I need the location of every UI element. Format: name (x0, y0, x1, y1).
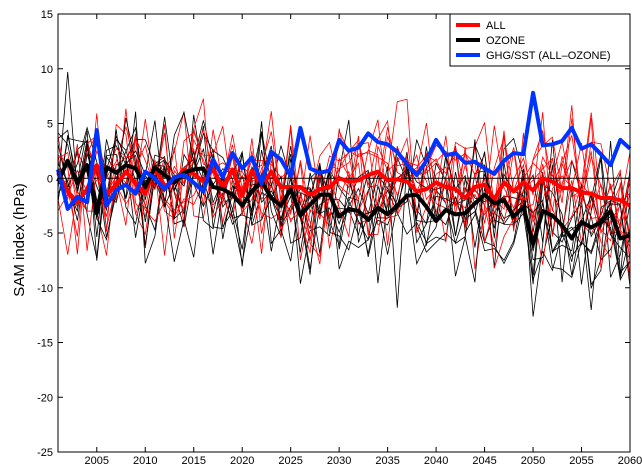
x-tick-label: 2055 (569, 455, 593, 466)
legend-label: ALL (486, 20, 506, 32)
member-line-all-10 (57, 111, 631, 265)
y-tick-label: 5 (47, 119, 53, 131)
member-line-all-1 (57, 111, 631, 256)
member-line-ozone-10 (57, 117, 631, 281)
x-tick-label: 2035 (375, 455, 399, 466)
x-tick-label: 2005 (85, 455, 109, 466)
x-tick-label: 2030 (327, 455, 351, 466)
x-tick-label: 2010 (133, 455, 157, 466)
series-line-2 (56, 90, 632, 211)
y-tick-label: 0 (47, 173, 53, 185)
ticks: 2005 2010 2015 2020 2025 2030 2035 2040 2045 2050… (37, 9, 642, 466)
y-tick-label: 10 (41, 64, 53, 76)
legend: ALL OZONE GHG/SST (ALL–OZONE) (449, 13, 631, 67)
y-tick-label: 15 (41, 9, 53, 21)
x-tick-label: 2040 (424, 455, 448, 466)
y-axis-label: SAM index (hPa) (11, 183, 28, 296)
x-tick-label: 2015 (181, 455, 205, 466)
series-line-1 (56, 158, 631, 246)
x-tick-label: 2045 (472, 455, 496, 466)
member-line-all-9 (57, 117, 631, 269)
legend-label: OZONE (486, 35, 525, 47)
y-tick-label: -25 (37, 447, 53, 459)
ensemble-means (56, 90, 632, 246)
x-tick-label: 2025 (278, 455, 302, 466)
legend-label: GHG/SST (ALL–OZONE) (486, 50, 611, 62)
y-tick-label: -20 (37, 392, 53, 404)
x-tick-label: 2020 (230, 455, 254, 466)
y-tick-label: -5 (43, 228, 53, 240)
y-tick-label: -10 (37, 283, 53, 295)
y-tick-label: -15 (37, 338, 53, 350)
x-tick-label: 2050 (521, 455, 545, 466)
x-tick-label: 2060 (618, 455, 642, 466)
